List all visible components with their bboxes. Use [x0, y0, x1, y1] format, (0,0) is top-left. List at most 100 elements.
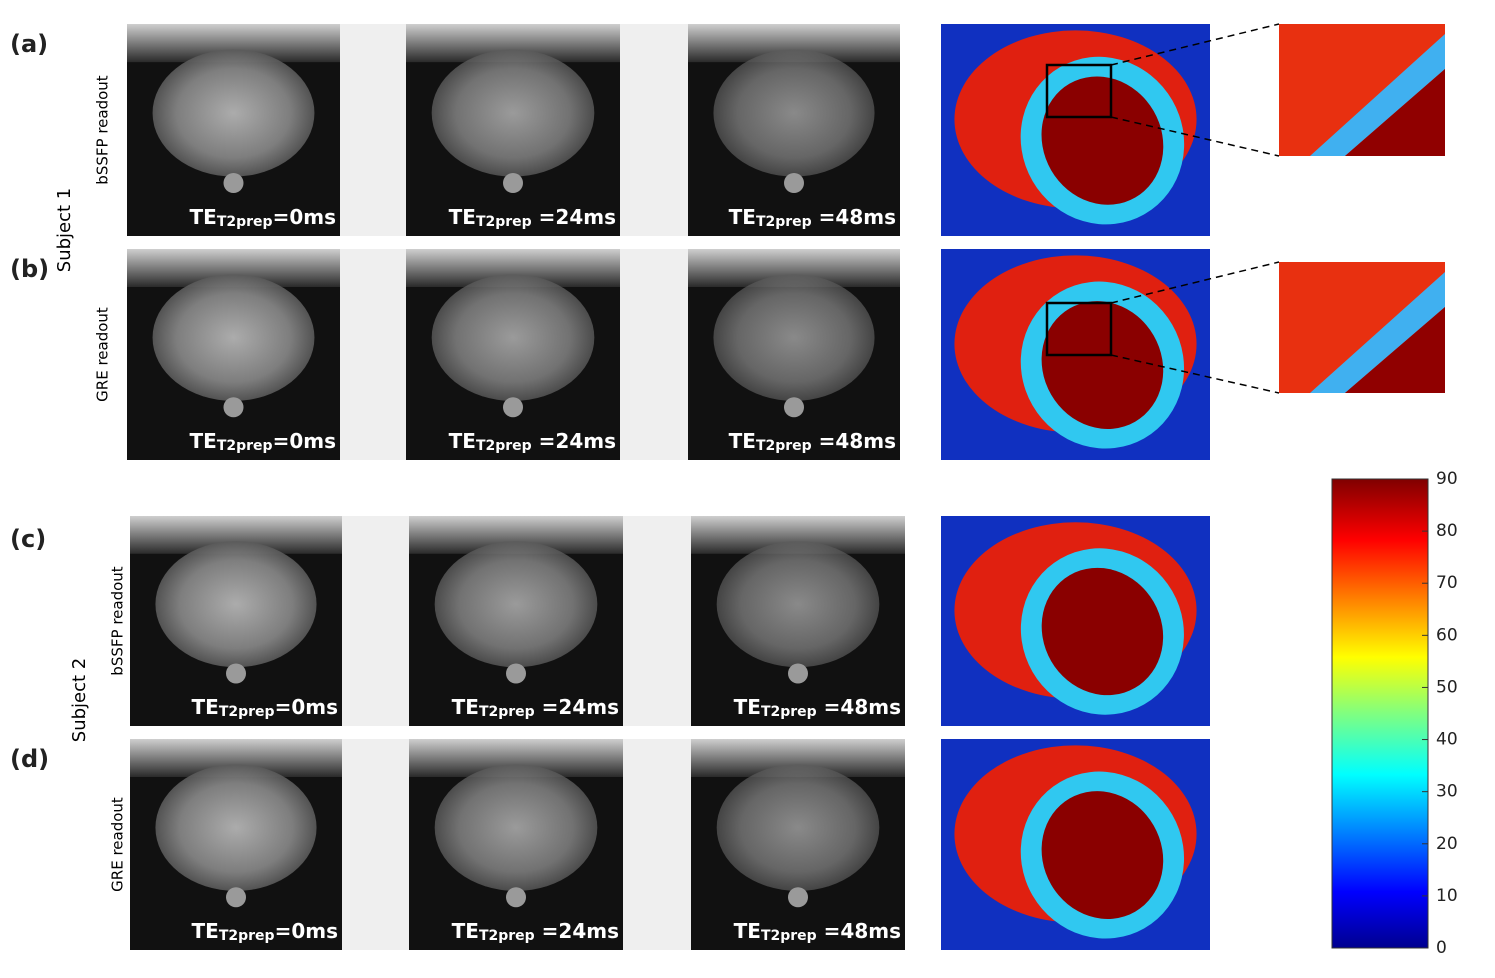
subject-label: Subject 1	[54, 188, 75, 272]
colorbar-tick-label: 20	[1436, 834, 1458, 854]
te-sub: T2prep	[756, 214, 812, 230]
mri-image: TET2prep =48ms	[691, 739, 905, 950]
aorta	[226, 663, 246, 684]
t2-map	[941, 516, 1210, 726]
zoom-connector	[1110, 23, 1280, 66]
readout-label: GRE readout	[109, 797, 127, 892]
te-sub: T2prep	[756, 438, 812, 454]
t2-map	[941, 24, 1210, 236]
panel-label: (d)	[10, 745, 49, 773]
te-main: TE	[452, 695, 479, 719]
panel-label: (c)	[10, 525, 46, 553]
aorta	[503, 397, 523, 418]
aorta	[784, 397, 804, 418]
te-sub: T2prep	[219, 928, 275, 944]
te-label: TET2prep =48ms	[734, 695, 901, 721]
te-sub: T2prep	[479, 928, 535, 944]
te-value: =0ms	[273, 429, 336, 453]
zoom-blood	[1345, 69, 1445, 156]
colorbar-tick-label: 0	[1436, 938, 1447, 958]
aorta	[506, 887, 526, 908]
aorta	[788, 663, 808, 684]
te-value: =48ms	[817, 695, 901, 719]
te-value: =48ms	[817, 919, 901, 943]
aorta	[506, 663, 526, 684]
readout-label: GRE readout	[94, 307, 112, 402]
aorta	[788, 887, 808, 908]
te-main: TE	[449, 429, 476, 453]
mri-image: TET2prep=0ms	[127, 24, 340, 236]
te-main: TE	[449, 205, 476, 229]
te-sub: T2prep	[476, 214, 532, 230]
map-blood	[1041, 76, 1164, 205]
colorbar-tick-label: 60	[1436, 625, 1458, 645]
zoom-connector	[1110, 261, 1280, 304]
heart	[716, 541, 880, 668]
te-main: TE	[190, 429, 217, 453]
mri-image: TET2prep =24ms	[409, 516, 623, 726]
te-sub: T2prep	[217, 214, 273, 230]
te-main: TE	[734, 695, 761, 719]
zoom-connector	[1110, 354, 1280, 394]
te-main: TE	[190, 205, 217, 229]
colorbar-tick-label: 50	[1436, 677, 1458, 697]
te-label: TET2prep =24ms	[452, 695, 619, 721]
mri-image: TET2prep=0ms	[130, 516, 342, 726]
aorta	[784, 173, 804, 193]
te-main: TE	[452, 919, 479, 943]
mri-image: TET2prep =24ms	[409, 739, 623, 950]
mri-image: TET2prep =48ms	[691, 516, 905, 726]
heart	[152, 49, 315, 177]
colorbar-tick-label: 30	[1436, 782, 1458, 802]
colorbar-tick-label: 40	[1436, 730, 1458, 750]
map-blood	[1041, 791, 1164, 919]
map-blood	[1041, 567, 1164, 696]
te-label: TET2prep =24ms	[449, 205, 616, 231]
te-label: TET2prep=0ms	[192, 695, 338, 721]
mri-image: TET2prep =48ms	[688, 24, 900, 236]
te-main: TE	[192, 695, 219, 719]
te-main: TE	[734, 919, 761, 943]
te-label: TET2prep =48ms	[734, 919, 901, 945]
readout-label: bSSFP readout	[94, 75, 112, 184]
t2-map	[941, 739, 1210, 950]
te-label: TET2prep =48ms	[729, 205, 896, 231]
mri-image: TET2prep =24ms	[406, 24, 620, 236]
heart	[713, 49, 875, 177]
te-main: TE	[192, 919, 219, 943]
te-value: =24ms	[532, 429, 616, 453]
te-main: TE	[729, 205, 756, 229]
readout-label: bSSFP readout	[109, 566, 127, 675]
zoom-box	[1045, 63, 1113, 119]
colorbar	[1331, 478, 1429, 949]
te-label: TET2prep =24ms	[452, 919, 619, 945]
heart	[155, 541, 317, 668]
aorta	[223, 173, 244, 193]
zoom-myocardium	[1310, 272, 1445, 393]
colorbar-tick-label: 70	[1436, 573, 1458, 593]
te-value: =24ms	[532, 205, 616, 229]
te-sub: T2prep	[476, 438, 532, 454]
zoom-myocardium	[1310, 34, 1445, 156]
te-sub: T2prep	[217, 438, 273, 454]
te-label: TET2prep=0ms	[192, 919, 338, 945]
te-value: =24ms	[535, 695, 619, 719]
te-sub: T2prep	[761, 928, 817, 944]
te-sub: T2prep	[219, 704, 275, 720]
colorbar-tick-label: 10	[1436, 886, 1458, 906]
aorta	[226, 887, 246, 908]
aorta	[223, 397, 244, 418]
heart	[713, 274, 875, 401]
te-value: =48ms	[812, 205, 896, 229]
heart	[155, 764, 317, 891]
te-value: =24ms	[535, 919, 619, 943]
te-label: TET2prep =48ms	[729, 429, 896, 455]
subject-label: Subject 2	[69, 658, 90, 742]
t2-map	[941, 249, 1210, 460]
heart	[434, 541, 598, 668]
te-sub: T2prep	[761, 704, 817, 720]
heart	[434, 764, 598, 891]
te-value: =0ms	[273, 205, 336, 229]
mri-image: TET2prep=0ms	[130, 739, 342, 950]
